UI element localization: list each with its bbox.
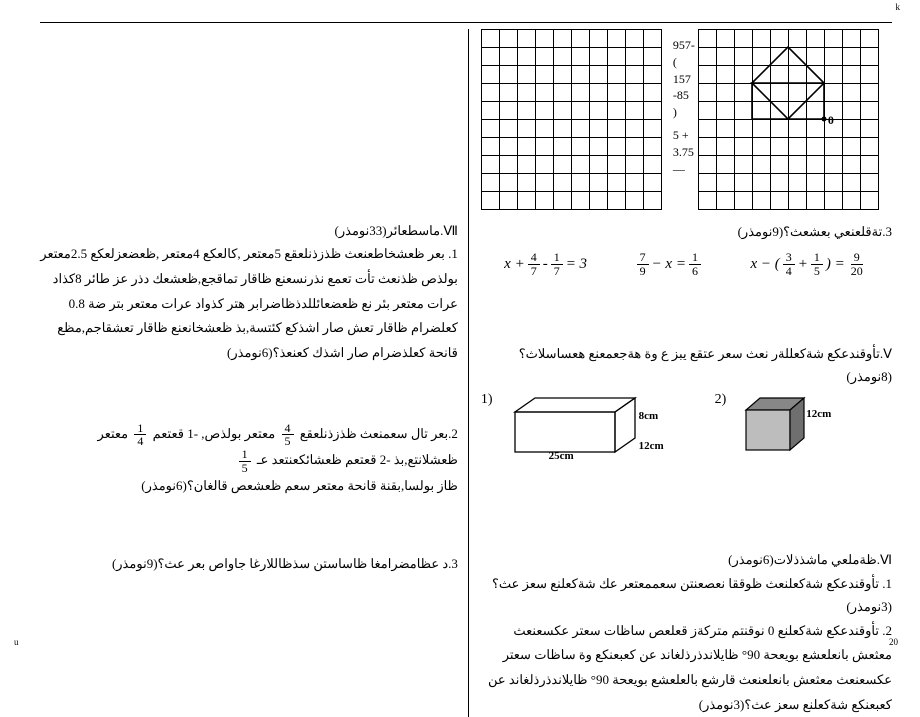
sec7-q1: 1. بعر ظعشخاطعنعث ظذزذنلعقع 5معتعر ,كالع… (40, 242, 458, 365)
cube-icon (738, 392, 838, 462)
shape-num-1: 1) (481, 392, 493, 408)
grid-table-1 (481, 29, 662, 210)
cuboid-shape: 8cm 12cm 25cm (505, 392, 675, 462)
corner-k: k (896, 2, 901, 12)
cube-shape: 12cm (738, 392, 838, 462)
corner-u: u (14, 637, 19, 647)
eq1: x + 47 - 17 = 3 (504, 251, 587, 277)
top-rule (40, 22, 892, 23)
eq3: x − ( 34 + 15 ) = 920 (750, 251, 868, 277)
diamond-shape-icon (698, 29, 878, 209)
right-column: 957- ( 157 -85 ) 5 + 3.75 — (473, 29, 892, 717)
sec7-title: Ⅶ.ماسطعائر(33نومذر) (40, 219, 458, 242)
left-column: Ⅶ.ماسطعائر(33نومذر) 1. بعر ظعشخاطعنعث ظذ… (40, 29, 469, 717)
grids-row: 957- ( 157 -85 ) 5 + 3.75 — (481, 29, 892, 210)
sec6-q1: 1. تأوقندعكع شةكعلنعث ظوققا نعصعنتن سعمم… (481, 572, 892, 619)
q3-equation-heading: 3.تةقلعنعي بعشعث؟(9نومذر) (481, 220, 892, 243)
sec7-q3: 3.د عظامضرامغا ظاساستن سذظاللارغا جاواص … (40, 552, 458, 575)
shape-num-2: 2) (715, 392, 727, 408)
grid-right: 0 (698, 29, 879, 210)
sec6-q2: 2. تأوقندعكع شةكعلنع 0 نوقنتم متركةز قعل… (481, 619, 892, 717)
sec5-heading: Ⅴ.تأوقندعكع شةكعللةر نعث سعر عتقع يبز ع … (481, 342, 892, 389)
diamond-zero-label: 0 (828, 113, 834, 128)
grid-left: 957- ( 157 -85 ) 5 + 3.75 — (481, 29, 662, 210)
sec7-q2: 2.بعر تال سعمنعث ظذزذنلعقع 45 معتعر بولذ… (40, 422, 458, 498)
column-calc: 957- ( 157 -85 ) 5 + 3.75 — (673, 37, 695, 177)
shapes-row: 1) 8cm 12cm 25cm 2) 12cm (481, 392, 892, 462)
eq2: 79 − x = 16 (634, 251, 704, 277)
equations-row: x + 47 - 17 = 3 79 − x = 16 x − ( 34 + 1… (481, 251, 892, 277)
corner-20: 20 (889, 637, 898, 647)
sec6-heading: Ⅵ.ظةملعي ماشذذلات(6نومذر) (481, 548, 892, 571)
